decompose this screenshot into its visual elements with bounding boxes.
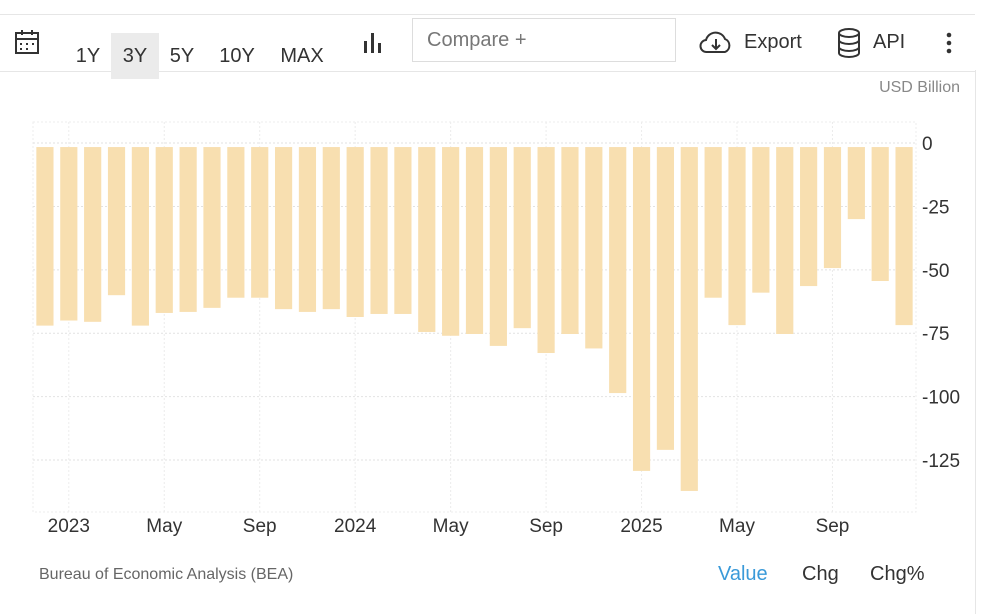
x-tick-label: Sep [243,516,277,537]
chart: USD Billion 0 -25 -50 -75 -100 -125 2023 May Sep… [32,79,960,537]
y-tick-label: -50 [922,261,949,282]
bar [656,147,675,450]
compare-input[interactable]: Compare + [412,18,676,62]
bar [585,147,603,349]
y-tick-label: 0 [922,134,933,155]
y-tick-label: -100 [922,388,960,409]
bar [632,147,651,471]
y-tick-label: -125 [922,451,960,472]
chart-type-icon[interactable] [362,31,386,55]
view-tab[interactable]: Chg [802,563,839,585]
x-tick-label: May [433,516,469,537]
export-button[interactable]: Export [744,31,802,53]
bar [776,147,794,334]
view-tab[interactable]: Value [718,563,768,585]
bar [609,147,627,394]
y-tick-label: -25 [922,197,949,218]
x-tick-label: May [719,516,755,537]
bar [704,147,722,298]
range-button[interactable]: 5Y [169,45,195,67]
bar [537,147,555,354]
bar [370,147,388,314]
bar [871,147,889,281]
x-tick-label: 2023 [48,516,90,537]
bar [442,147,460,336]
toolbar: 1Y 3Y 5Y 10Y MAX Compare + Export API [0,14,975,79]
source: Bureau of Economic Analysis (BEA) [39,566,294,583]
export-icon[interactable] [698,30,734,56]
plot-border [32,121,917,513]
x-tick-label: Sep [816,516,850,537]
bar [489,147,507,346]
calendar-icon[interactable] [14,29,40,55]
bar [179,147,197,312]
x-tick-label: May [146,516,182,537]
y-tick-label: -75 [922,324,949,345]
chart-panel [0,70,976,614]
bar [847,147,865,220]
bar [274,147,293,310]
more-icon[interactable] [942,31,956,55]
bar [36,147,54,326]
bar [561,147,579,334]
bar [418,147,436,332]
bar [465,147,484,334]
bar [394,147,412,314]
bar [680,147,698,491]
x-tick-label: 2024 [334,516,377,537]
bar [752,147,770,293]
bar [227,147,245,298]
bar [60,147,78,321]
bar [800,147,818,287]
bar [107,147,126,296]
bar [728,147,746,326]
range-button[interactable]: 3Y [111,33,159,79]
range-button[interactable]: 1Y [75,45,101,67]
range-button[interactable]: MAX [280,45,324,67]
bar [131,147,149,326]
x-tick-label: Sep [529,516,563,537]
unit-label: USD Billion [879,79,960,96]
api-button[interactable]: API [873,31,906,53]
x-tick-label: 2025 [620,516,662,537]
bar [895,147,913,326]
bar [251,147,269,298]
bar [322,147,340,310]
bar [84,147,102,322]
bar [513,147,531,329]
bar [823,147,842,269]
bar [155,147,173,313]
api-icon[interactable] [836,28,862,58]
view-tab[interactable]: Chg% [870,563,925,585]
bar [203,147,221,308]
range-button[interactable]: 10Y [219,45,255,67]
bar [346,147,364,317]
bar [298,147,317,312]
